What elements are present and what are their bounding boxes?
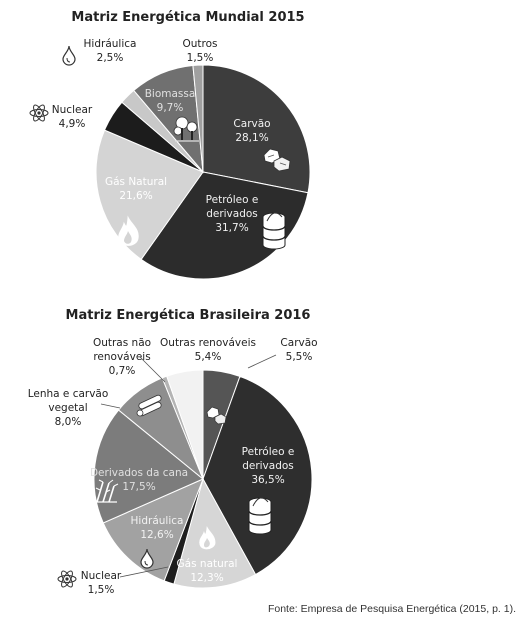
atom-icon <box>30 103 48 122</box>
leader-line-outras-nao-renovaveis <box>139 356 166 383</box>
pie-slice-outras-renovaveis <box>166 369 204 480</box>
slice-name: Carvão <box>233 118 270 130</box>
leader-line-nuclear <box>119 566 169 578</box>
slice-name-line2: derivados <box>242 460 294 472</box>
atom-icon <box>58 569 76 588</box>
slice-name-line2: derivados <box>206 208 258 220</box>
slice-name: Biomassa <box>145 88 196 100</box>
pie-slice-derivados-da-cana <box>93 409 204 524</box>
coal-icon <box>264 149 290 171</box>
slice-label-nuclear: Nuclear 1,5% <box>81 570 122 596</box>
pie-slice-petroleo-e-derivados <box>140 171 309 280</box>
slice-label-lenha: Lenha e carvão vegetal 8,0% <box>28 388 109 428</box>
slice-label-outras-nao-renovaveis: Outras não renováveis 0,7% <box>93 337 151 377</box>
slice-label-outros: Outros 1,5% <box>182 38 217 64</box>
sugarcane-icon <box>95 480 118 502</box>
slice-value: 5,5% <box>286 351 313 363</box>
slice-label-hidraulica: Hidráulica 12,6% <box>131 515 184 541</box>
chart-title: Matriz Energética Brasileira 2016 <box>66 308 311 323</box>
slice-label-hidraulica: Hidráulica 2,5% <box>84 38 137 64</box>
slice-name: Outras renováveis <box>160 337 256 349</box>
chart-brasileira-2016: Matriz Energética Brasileira 2016 Outras… <box>28 308 318 596</box>
leader-line-carvao <box>247 354 277 369</box>
slice-value: 31,7% <box>215 222 248 234</box>
water-drop-icon <box>141 549 153 568</box>
leader-line-lenha <box>100 403 121 409</box>
slice-name: Hidráulica <box>84 38 137 50</box>
slice-value: 0,7% <box>109 365 136 377</box>
slice-value: 36,5% <box>251 474 284 486</box>
slice-value: 4,9% <box>59 118 86 130</box>
oil-barrel-icon <box>249 498 271 534</box>
slice-name: Carvão <box>280 337 317 349</box>
slice-value: 12,3% <box>190 572 223 584</box>
logs-icon <box>137 394 162 417</box>
oil-barrel-icon <box>263 213 285 249</box>
slice-name-line1: Outras não <box>93 337 151 349</box>
slice-value: 1,5% <box>187 52 214 64</box>
slice-label-gas-natural: Gás natural 12,3% <box>177 558 238 584</box>
slice-label-gas-natural: Gás Natural 21,6% <box>105 176 167 202</box>
trees-icon <box>174 117 199 141</box>
flame-icon <box>200 527 216 549</box>
flame-icon <box>119 217 139 246</box>
slice-value: 17,5% <box>122 481 155 493</box>
slice-name-line1: Petróleo e <box>242 446 295 458</box>
chart-title: Matriz Energética Mundial 2015 <box>71 10 304 25</box>
slice-name: Nuclear <box>81 570 122 582</box>
slice-label-carvao: Carvão 28,1% <box>233 118 270 144</box>
pie-slice-outros <box>192 64 204 173</box>
slice-name: Nuclear <box>52 104 93 116</box>
slice-label-biomassa: Biomassa 9,7% <box>145 88 196 114</box>
slice-label-petroleo: Petróleo e derivados 31,7% <box>206 194 259 234</box>
slice-name: Gás Natural <box>105 176 167 188</box>
slice-name: Outros <box>182 38 217 50</box>
source-caption: Fonte: Empresa de Pesquisa Energética (2… <box>268 603 516 615</box>
slice-label-carvao: Carvão 5,5% <box>280 337 317 363</box>
slice-value: 9,7% <box>157 102 184 114</box>
slice-value: 28,1% <box>235 132 268 144</box>
slice-label-outras-renovaveis: Outras renováveis 5,4% <box>160 337 256 363</box>
slice-label-petroleo: Petróleo e derivados 36,5% <box>242 446 295 486</box>
slice-label-nuclear: Nuclear 4,9% <box>52 104 93 130</box>
slice-name: Derivados da cana <box>90 467 188 479</box>
pie-slice-gas-natural <box>173 477 257 589</box>
slice-name-line1: Petróleo e <box>206 194 259 206</box>
slice-name: Hidráulica <box>131 515 184 527</box>
slice-value: 2,5% <box>97 52 124 64</box>
coal-icon <box>207 407 226 424</box>
water-drop-icon <box>63 46 75 65</box>
slice-value: 21,6% <box>119 190 152 202</box>
slice-label-derivados-cana: Derivados da cana 17,5% <box>90 467 188 493</box>
slice-name: Gás natural <box>177 558 238 570</box>
slice-value: 12,6% <box>140 529 173 541</box>
slice-name-line2: vegetal <box>48 402 87 414</box>
slice-value: 5,4% <box>195 351 222 363</box>
pie-slice-hidraulica <box>102 478 204 582</box>
leader-lines <box>100 354 277 578</box>
slice-value: 1,5% <box>88 584 115 596</box>
pie-slice-petroleo-e-derivados <box>202 375 313 576</box>
slice-name-line1: Lenha e carvão <box>28 388 109 400</box>
chart-mundial-2015: Matriz Energética Mundial 2015 Outros 1,… <box>30 10 311 280</box>
slice-value: 8,0% <box>55 416 82 428</box>
slice-name-line2: renováveis <box>93 351 150 363</box>
